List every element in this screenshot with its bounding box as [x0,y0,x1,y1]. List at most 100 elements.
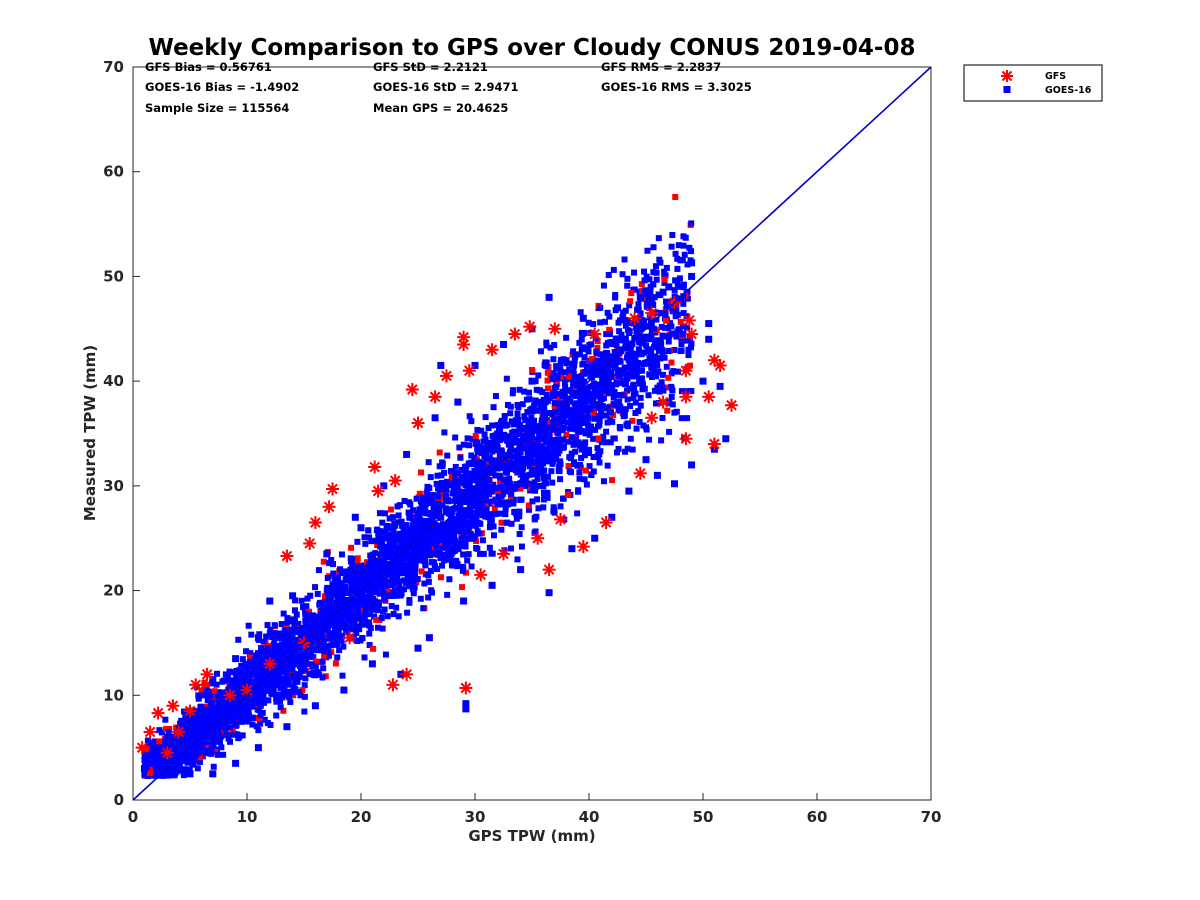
cloud-point [586,404,593,411]
cloud-point [597,351,604,358]
cloud-point [277,698,284,705]
cloud-point [513,481,520,488]
cloud-point [478,427,485,434]
cloud-point [404,555,411,562]
cloud-point [296,673,303,680]
cloud-point [560,443,567,450]
cloud-point [437,522,444,529]
cloud-point [604,355,611,362]
cloud-point [630,286,637,293]
cloud-point [627,354,634,361]
cloud-point [297,663,304,670]
cloud-point [506,499,513,506]
cloud-point [224,732,231,739]
cloud-point [508,483,515,490]
cloud-point [538,458,545,465]
cloud-point [332,660,339,667]
cloud-point [416,506,423,513]
cloud-point [193,708,200,715]
cloud-point [287,645,294,652]
cloud-point [624,318,631,325]
cloud-point [531,529,538,536]
cloud-point [630,394,637,401]
cloud-point [659,347,666,354]
cloud-point [225,735,232,742]
cloud-point [648,332,655,339]
cloud-point [581,405,588,412]
cloud-point [595,435,602,442]
cloud-point [468,500,475,507]
cloud-point [204,726,211,733]
cloud-point [449,562,456,569]
cloud-point [273,712,280,719]
cloud-point [665,325,672,332]
cloud-point [684,337,691,344]
cloud-point [548,443,555,450]
cloud-point [434,510,441,517]
cloud-point [404,573,411,580]
cloud-point [245,622,252,629]
cloud-point [576,469,583,476]
cloud-point [605,377,612,384]
cloud-point [609,418,616,425]
cloud-point [644,359,651,366]
cloud-point [417,595,424,602]
cloud-point [387,523,394,530]
cloud-point [547,344,554,351]
cloud-point [300,603,307,610]
cloud-point [577,384,584,391]
cloud-point [259,648,266,655]
cloud-point [319,674,326,681]
cloud-point [632,390,639,397]
cloud-point [409,545,416,552]
cloud-point [465,494,472,501]
cloud-point [264,622,271,629]
cloud-point [442,544,449,551]
cloud-point [201,727,208,734]
cloud-point [658,383,665,390]
cloud-point [668,385,675,392]
cloud-point [493,438,500,445]
cloud-point [483,507,490,514]
cloud-point [513,515,520,522]
cloud-point [645,295,652,302]
cloud-point [324,574,331,581]
cloud-point [596,388,603,395]
cloud-point [391,550,398,557]
cloud-point [435,493,442,500]
cloud-point [149,766,156,773]
cloud-point [250,664,257,671]
cloud-point [266,630,273,637]
cloud-point [179,757,186,764]
cloud-point [434,472,441,479]
cloud-point [465,551,472,558]
cloud-point [546,422,553,429]
cloud-point [507,545,514,552]
cloud-point [482,455,489,462]
cloud-point [192,752,199,759]
cloud-point [335,603,342,610]
cloud-point [528,424,535,431]
cloud-point [498,526,505,533]
cloud-point [290,684,297,691]
cloud-point [576,351,583,358]
cloud-point [658,437,665,444]
cloud-point [314,634,321,641]
cloud-point [474,545,481,552]
cloud-point [375,602,382,609]
cloud-point [166,725,173,732]
cloud-point [599,437,606,444]
cloud-point [470,488,477,495]
cloud-point [307,592,314,599]
cloud-point [245,718,252,725]
cloud-point [157,752,164,759]
cloud-point [334,574,341,581]
cloud-point [339,608,346,615]
cloud-point [617,425,624,432]
cloud-point [290,672,297,679]
cloud-point [479,479,486,486]
cloud-point [688,340,695,347]
cloud-point [365,527,372,534]
cloud-point [431,563,438,570]
cloud-point [590,321,597,328]
